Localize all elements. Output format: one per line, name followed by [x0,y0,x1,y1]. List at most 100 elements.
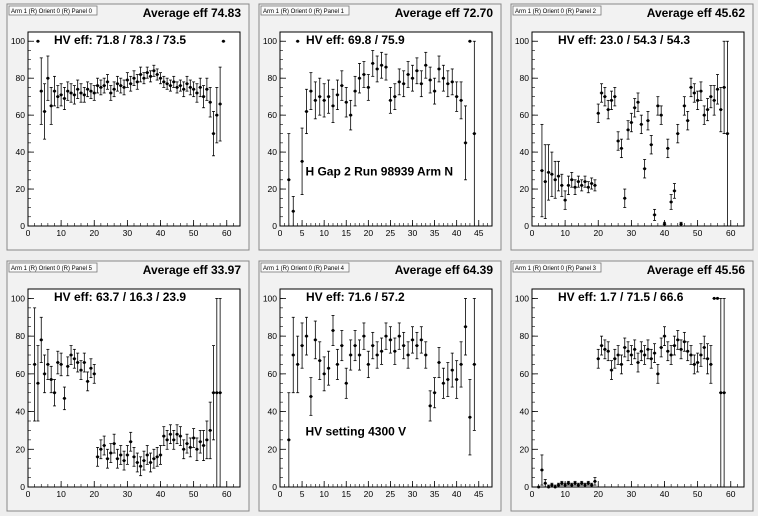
data-point [322,98,326,102]
data-point [353,89,357,93]
data-point [72,357,76,361]
data-point [459,98,463,102]
x-tick-label: 30 [408,489,418,499]
data-point [69,353,73,357]
data-point [362,72,366,76]
data-point [178,434,182,438]
data-point [656,372,660,376]
data-point [450,80,454,84]
x-tick-label: 10 [56,489,66,499]
data-point [716,296,719,300]
x-tick-label: 15 [342,489,352,499]
data-point [149,74,153,78]
data-point [212,391,215,395]
data-point [195,91,199,95]
data-point [659,345,663,349]
data-point [208,428,212,432]
data-point [623,196,627,200]
data-point [573,481,577,485]
data-point [371,61,375,65]
data-point [666,349,670,353]
data-point [309,89,313,93]
data-point [172,438,176,442]
data-point [537,485,541,489]
data-point [563,198,567,202]
hv-eff-label: HV eff: 23.0 / 54.3 / 54.3 [558,33,690,47]
data-point [49,104,53,108]
data-point [218,391,222,395]
data-point [119,84,123,88]
data-point [547,170,551,174]
data-point [115,82,119,86]
data-point [331,104,335,108]
hv-eff-label: HV eff: 71.6 / 57.2 [306,290,405,304]
data-point [309,394,313,398]
data-point [89,89,93,93]
data-point [322,372,326,376]
x-tick-label: 30 [123,489,133,499]
data-point [155,455,159,459]
x-tick-label: 0 [26,228,31,238]
data-point [182,447,186,451]
panel-tab-title: Arm 1 (R) Orient 0 (R) Panel 5 [11,266,93,272]
x-tick-label: 10 [319,489,329,499]
data-point [380,349,384,353]
data-point [643,353,647,357]
data-point [175,85,179,89]
data-point [590,483,594,487]
data-point [580,481,584,485]
data-point [643,167,647,171]
data-point [676,338,680,342]
data-point [593,479,597,483]
plot-area [531,31,745,227]
data-point [202,444,206,448]
data-point [335,362,339,366]
data-point [553,485,557,489]
y-tick-label: 100 [263,36,277,46]
hv-eff-label: HV eff: 71.8 / 78.3 / 73.5 [54,33,186,47]
y-tick-label: 40 [268,407,278,417]
plot-area [27,31,241,227]
panel-tab-title: Arm 1 (R) Orient 0 (R) Panel 0 [11,9,93,15]
data-point [327,95,331,99]
data-point [606,349,610,353]
data-point [560,183,564,187]
data-point [388,338,392,342]
data-point [358,353,361,357]
data-point [692,362,696,366]
data-point [626,349,630,353]
data-point [86,379,90,383]
data-point [36,381,40,385]
data-point [464,141,467,145]
data-point [649,143,653,147]
data-point [388,98,392,102]
data-point [672,344,676,348]
data-point [464,325,467,329]
data-point [142,76,146,80]
data-point [375,353,379,357]
data-point [603,95,607,99]
data-point [722,85,726,89]
data-point [616,353,620,357]
data-point [397,334,401,338]
data-point [433,89,437,93]
average-eff-label: Average eff 33.97 [143,263,242,277]
data-point [92,372,96,376]
data-point [586,481,590,485]
data-point [69,91,73,95]
data-point [327,366,331,370]
data-point [646,347,650,351]
data-point [686,119,690,123]
data-point [393,95,397,99]
data-point [208,100,212,104]
x-tick-label: 30 [408,228,418,238]
data-point [411,76,414,80]
data-point [540,169,544,173]
data-point [406,72,410,76]
data-point [115,457,119,461]
data-point [145,71,149,75]
data-point [162,80,166,84]
data-point [696,361,700,365]
data-point [318,95,322,99]
data-point [155,72,159,76]
